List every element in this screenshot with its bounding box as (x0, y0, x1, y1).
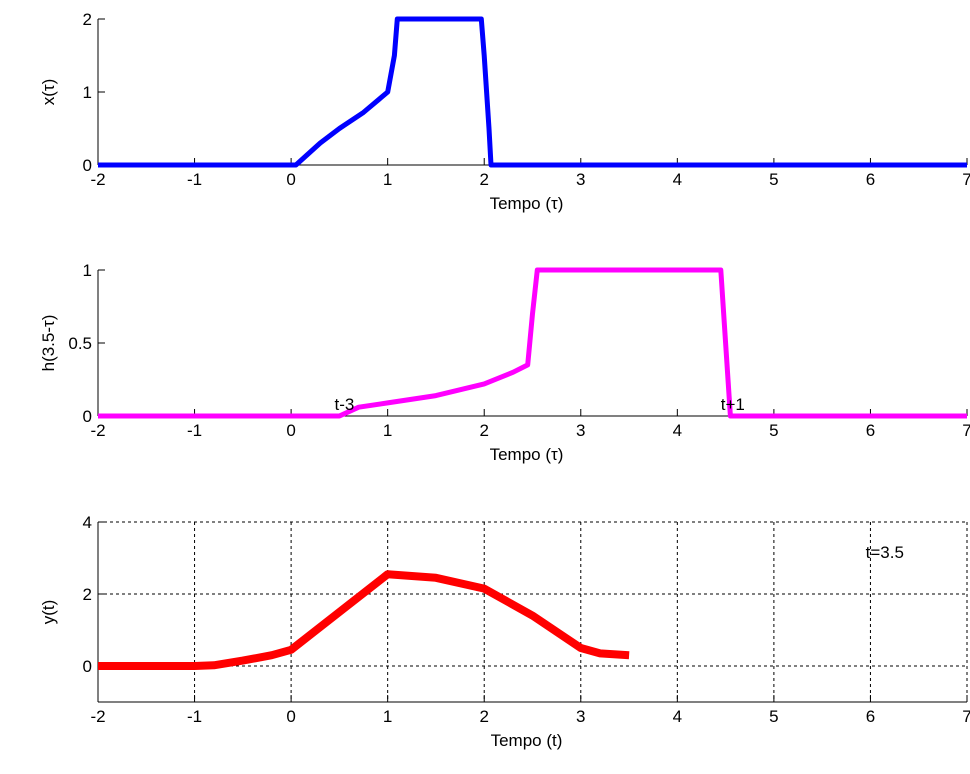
x-tick-label: -2 (90, 170, 105, 189)
x-tick-label: 7 (962, 707, 970, 726)
x-axis-label: Tempo (τ) (490, 194, 564, 213)
x-axis-label: Tempo (t) (491, 731, 563, 750)
y-tick-label: 2 (83, 10, 92, 29)
y-tick-label: 2 (83, 585, 92, 604)
series-line-1 (98, 267, 967, 419)
x-tick-label: 6 (866, 421, 875, 440)
x-tick-label: -2 (90, 707, 105, 726)
y-axis-label: y(t) (39, 600, 58, 625)
y-tick-label: 1 (83, 83, 92, 102)
x-tick-label: 3 (576, 707, 585, 726)
x-tick-label: 1 (383, 421, 392, 440)
y-tick-label: 0 (83, 657, 92, 676)
x-tick-label: 7 (962, 421, 970, 440)
y-tick-label: 0 (83, 156, 92, 175)
x-tick-label: 1 (383, 707, 392, 726)
x-tick-label: 6 (866, 170, 875, 189)
annotation: t=3.5 (866, 543, 904, 562)
y-axis-label: h(3.5-τ) (39, 315, 58, 372)
h-plot: -2 -1 0 1 2 3 4 5 6 7 0 0.5 1 Tempo (τ) h(3.5-τ) t-3 t+1 (39, 261, 970, 464)
y-axis-label: x(τ) (39, 79, 58, 106)
y-tick-label: 4 (83, 513, 92, 532)
x-tick-label: 3 (576, 421, 585, 440)
x-tick-label: 2 (479, 170, 488, 189)
x-tick-label: 4 (673, 707, 682, 726)
x-tick-label: 2 (479, 421, 488, 440)
x-tick-label: 7 (962, 170, 970, 189)
x-tick-label: 4 (673, 170, 682, 189)
x-tick-label: -1 (187, 421, 202, 440)
x-tick-label: 1 (383, 170, 392, 189)
y-tick-label: 0.5 (68, 334, 92, 353)
x-tick-label: 6 (866, 707, 875, 726)
series-line-1 (98, 16, 967, 168)
y-plot: -2 -1 0 1 2 3 4 5 6 7 0 2 4 Tempo (t) y(t) t=3.5 (39, 513, 970, 750)
y-tick-label: 1 (83, 261, 92, 280)
x-axis-label: Tempo (τ) (490, 445, 564, 464)
x-tick-label: 4 (673, 421, 682, 440)
annotation: t+1 (721, 395, 745, 414)
annotation: t-3 (335, 395, 355, 414)
x-tick-label: 3 (576, 170, 585, 189)
x-tick-label: 5 (769, 421, 778, 440)
x-tick-label: 0 (286, 170, 295, 189)
x-tick-label: 0 (286, 421, 295, 440)
y-tick-label: 0 (83, 407, 92, 426)
x-tick-label: -2 (90, 421, 105, 440)
series-line-1 (98, 570, 630, 670)
x-tick-label: 5 (769, 170, 778, 189)
x-tick-label: 0 (286, 707, 295, 726)
x-tick-label: -1 (187, 170, 202, 189)
x-tick-label: -1 (187, 707, 202, 726)
x-tick-label: 5 (769, 707, 778, 726)
x-tick-label: 2 (479, 707, 488, 726)
